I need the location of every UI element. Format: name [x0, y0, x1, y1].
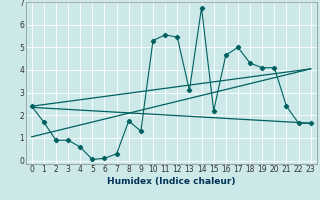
X-axis label: Humidex (Indice chaleur): Humidex (Indice chaleur): [107, 177, 236, 186]
